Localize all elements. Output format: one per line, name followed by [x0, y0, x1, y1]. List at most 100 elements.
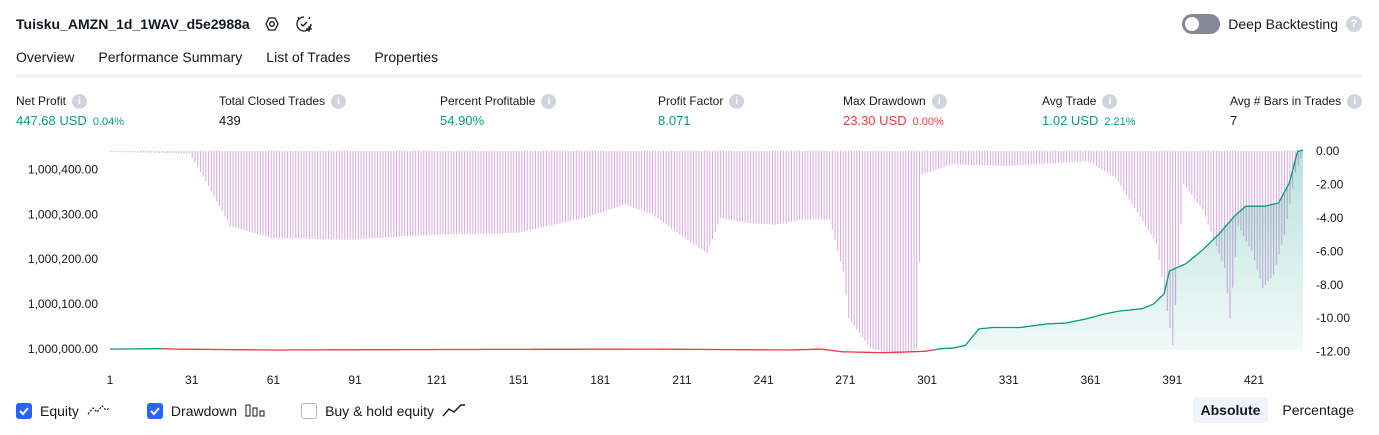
drawdown-bar [583, 151, 585, 218]
drawdown-bar [1175, 151, 1177, 305]
drawdown-bar [1237, 151, 1239, 227]
drawdown-bar [428, 151, 430, 235]
settings-icon[interactable] [262, 14, 282, 34]
drawdown-bar [235, 151, 237, 228]
stat-label: Avg # Bars in Trades [1230, 94, 1342, 108]
drawdown-bar [564, 151, 566, 223]
tab-performance-summary[interactable]: Performance Summary [98, 49, 243, 65]
drawdown-bar [526, 151, 528, 231]
x-tick: 241 [754, 373, 774, 387]
legend-buy-hold[interactable]: Buy & hold equity [301, 402, 466, 421]
drawdown-bar [210, 151, 212, 192]
drawdown-bar [349, 151, 351, 240]
drawdown-bar [540, 151, 542, 228]
drawdown-bar [1106, 151, 1108, 173]
drawdown-bar [627, 151, 629, 206]
stat-net-profit: Net Profit i 447.68 USD 0.04% [16, 93, 124, 128]
source-code-icon[interactable] [294, 14, 314, 34]
drawdown-bar [1177, 151, 1179, 265]
x-tick: 421 [1244, 373, 1264, 387]
stat-label: Profit Factor [658, 94, 724, 108]
drawdown-bar [278, 151, 280, 239]
buy-hold-line-icon [442, 402, 466, 421]
drawdown-bar [1014, 151, 1016, 166]
buy-hold-checkbox[interactable] [301, 403, 318, 419]
drawdown-bar [270, 151, 272, 238]
drawdown-bar [987, 151, 989, 166]
drawdown-bar [929, 151, 931, 172]
drawdown-bar [385, 151, 387, 238]
drawdown-bar [1136, 151, 1138, 213]
drawdown-bar [202, 151, 204, 177]
drawdown-bar [1041, 151, 1043, 164]
info-icon[interactable]: i [729, 93, 745, 109]
drawdown-bar [744, 151, 746, 223]
info-icon[interactable]: i [72, 93, 88, 109]
drawdown-bar [319, 151, 321, 239]
drawdown-bar [409, 151, 411, 237]
drawdown-bar [894, 151, 896, 355]
drawdown-bar [297, 151, 299, 239]
drawdown-bar [668, 151, 670, 227]
tab-overview[interactable]: Overview [16, 49, 75, 65]
drawdown-bar [118, 151, 120, 152]
equity-chart[interactable]: 1,000,000.00 1,000,100.00 1,000,200.00 1,00… [0, 140, 1379, 390]
drawdown-bar [682, 151, 684, 237]
drawdown-bar [537, 151, 539, 229]
drawdown-bar [145, 151, 147, 153]
info-icon[interactable]: i [541, 93, 557, 109]
mode-absolute[interactable]: Absolute [1192, 397, 1269, 423]
drawdown-bar [189, 151, 191, 154]
drawdown-bar [1038, 151, 1040, 164]
info-icon[interactable]: i [331, 93, 347, 109]
drawdown-bar [485, 151, 487, 234]
stat-avg-trade: Avg Trade i 1.02 USD 2.21% [1042, 93, 1136, 128]
equity-checkbox[interactable] [16, 403, 32, 419]
stat-label: Percent Profitable [440, 94, 536, 108]
deep-backtesting-toggle[interactable] [1182, 14, 1221, 34]
drawdown-bar [273, 151, 275, 238]
y-left-tick: 1,000,200.00 [28, 252, 98, 266]
drawdown-bar [257, 151, 259, 234]
drawdown-checkbox[interactable] [146, 403, 163, 419]
drawdown-bar [788, 151, 790, 223]
drawdown-bar [575, 151, 577, 220]
info-icon[interactable]: i [1102, 93, 1118, 109]
drawdown-bar [562, 151, 564, 223]
drawdown-bar [638, 151, 640, 210]
drawdown-bar [532, 151, 534, 230]
drawdown-bar [287, 151, 289, 239]
x-axis: 1 31 61 91 121 151 181 211 241 271 301 331 361 391 421 [107, 373, 1265, 387]
drawdown-bar [630, 151, 632, 207]
stat-value: 54.90% [440, 113, 485, 128]
mode-percentage[interactable]: Percentage [1282, 402, 1354, 418]
tab-properties[interactable]: Properties [374, 49, 439, 65]
drawdown-bar [1025, 151, 1027, 165]
drawdown-bar [1172, 151, 1174, 345]
legend-equity[interactable]: Equity [16, 402, 111, 421]
drawdown-bar [608, 151, 610, 210]
drawdown-bar [355, 151, 357, 240]
drawdown-bar [265, 151, 267, 237]
drawdown-bar [777, 151, 779, 225]
drawdown-bar [1245, 151, 1247, 242]
drawdown-bar [126, 151, 128, 153]
x-tick: 271 [835, 373, 855, 387]
drawdown-bar [415, 151, 417, 236]
drawdown-bar [1082, 151, 1084, 162]
drawdown-bar [472, 151, 474, 234]
drawdown-bar [829, 151, 831, 220]
drawdown-bar [657, 151, 659, 219]
drawdown-bar [306, 151, 308, 239]
drawdown-bar [875, 151, 877, 350]
stat-label: Net Profit [16, 94, 67, 108]
tab-list-of-trades[interactable]: List of Trades [266, 49, 351, 65]
info-icon[interactable]: i [1347, 93, 1363, 109]
stat-label: Avg Trade [1042, 94, 1097, 108]
drawdown-bar [622, 151, 624, 206]
legend-drawdown[interactable]: Drawdown [146, 402, 265, 421]
drawdown-bar [910, 151, 912, 352]
drawdown-bar [483, 151, 485, 234]
info-icon[interactable]: i [931, 93, 947, 109]
help-icon[interactable]: ? [1346, 16, 1362, 32]
